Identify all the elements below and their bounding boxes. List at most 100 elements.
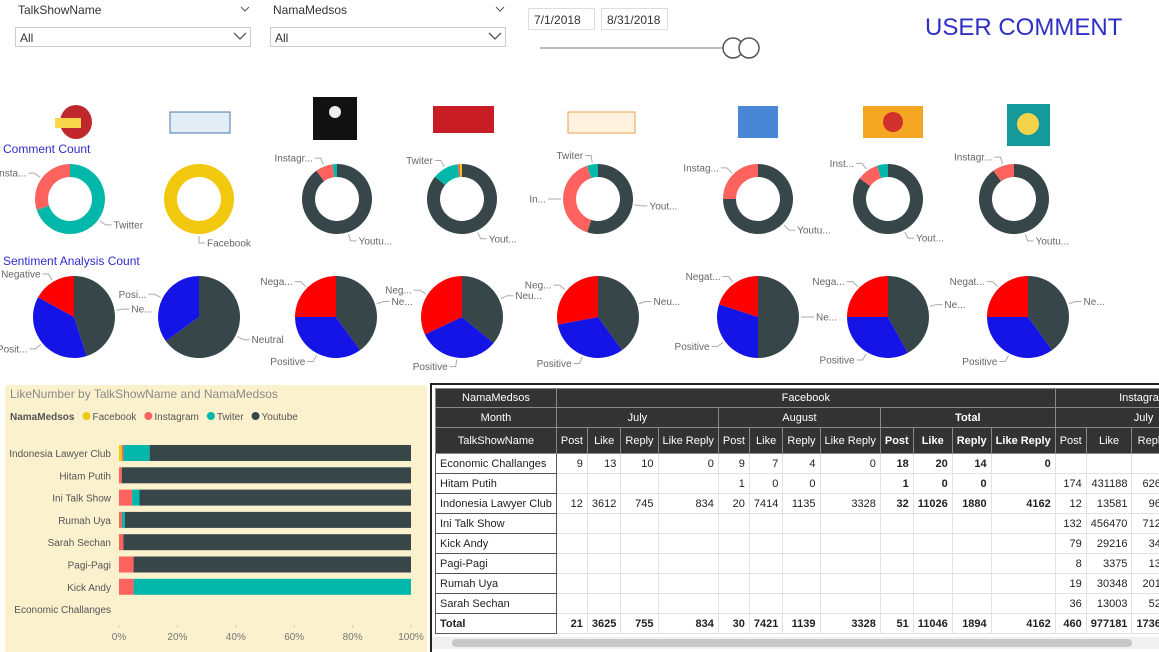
leader-line	[307, 355, 317, 363]
slice	[301, 163, 373, 235]
cell	[879, 533, 914, 554]
cell: 21	[555, 613, 588, 634]
slice	[723, 164, 758, 199]
leader-line	[986, 281, 998, 287]
cell: 174	[1054, 473, 1087, 494]
leader-line	[28, 172, 41, 178]
x-tick-label: 100%	[398, 632, 424, 643]
scrollbar[interactable]	[432, 637, 1159, 649]
slice-label: Ne...	[1084, 297, 1105, 308]
data-row: Indonesia Lawyer Club 12 3612 745 834 20 7414 1…	[435, 493, 1159, 514]
cell	[879, 553, 914, 574]
leader-line	[904, 231, 914, 239]
date-start[interactable]: 7/1/2018	[528, 8, 595, 30]
slice	[36, 164, 106, 235]
leader-line	[846, 281, 858, 287]
legend-label: Facebook	[92, 412, 137, 423]
legend-title: NamaMedsos	[10, 412, 75, 423]
data-row: Kick Andy 7929216347	[435, 533, 1159, 554]
cell	[620, 593, 659, 614]
date-end[interactable]: 8/31/2018	[601, 8, 668, 30]
leader-line	[314, 157, 324, 165]
cell	[782, 513, 821, 534]
cell: 29216	[1085, 533, 1133, 554]
chart-title: LikeNumber by TalkShowName and NamaMedso…	[10, 387, 278, 401]
matrix-table: NamaMedsosFacebookInstagramMonthJulyAugu…	[435, 388, 1159, 634]
cell: 18	[879, 453, 914, 474]
cell	[782, 533, 821, 554]
slice-label: Posit...	[0, 344, 27, 355]
data-row: Ini Talk Show132456470712811	[435, 513, 1159, 534]
measure-header: Reply	[620, 427, 659, 454]
legend-marker	[144, 412, 153, 420]
leader-line	[376, 301, 390, 305]
cell: 8	[1054, 553, 1087, 574]
row-header: Ini Talk Show	[435, 513, 557, 534]
leader-line	[347, 234, 357, 242]
slicer-label: TalkShowName	[18, 3, 102, 17]
logo	[313, 97, 357, 140]
slice-label: Twiter	[556, 151, 583, 162]
slice	[987, 276, 1028, 317]
slice	[723, 164, 794, 235]
cell: 13581	[1085, 493, 1133, 514]
cell: 20	[717, 493, 750, 514]
bar-segment	[123, 445, 150, 461]
media-header: Facebook	[555, 388, 1056, 408]
row-header: Sarah Sechan	[435, 593, 557, 614]
cell: 6261	[1131, 473, 1159, 494]
cell	[951, 513, 992, 534]
row-header: Indonesia Lawyer Club	[435, 493, 557, 514]
slice	[587, 164, 598, 179]
cell: 7421	[748, 613, 784, 634]
cell: 12	[555, 493, 588, 514]
slice	[877, 163, 888, 179]
scrollbar-thumb[interactable]	[452, 639, 1132, 647]
cell	[586, 513, 622, 534]
slice	[33, 297, 87, 358]
slice	[424, 317, 494, 359]
cell: 3625	[586, 613, 622, 634]
leader-line	[783, 224, 796, 231]
legend-marker	[82, 412, 91, 420]
measure-header: Like	[912, 427, 953, 454]
slice	[1028, 276, 1069, 351]
measure-header: Reply	[951, 427, 992, 454]
slicer-dropdown[interactable]: All	[15, 27, 251, 47]
slice	[719, 276, 758, 317]
cell	[717, 573, 750, 594]
bar-segment	[139, 489, 411, 506]
chevron	[240, 6, 250, 12]
slice	[332, 164, 337, 178]
slice-label: Negative	[1, 269, 41, 280]
slicer-dropdown[interactable]: All	[270, 27, 506, 47]
leader-line	[500, 295, 514, 300]
cell	[951, 593, 992, 614]
slice	[435, 164, 460, 185]
header-row: Month July August Total July	[435, 407, 1159, 428]
slice	[158, 276, 199, 342]
slice-label: Neg...	[385, 286, 412, 297]
cell: 32	[879, 493, 914, 514]
legend-label: Youtube	[262, 412, 299, 423]
cell	[912, 553, 953, 574]
category-label: Ini Talk Show	[52, 494, 112, 505]
leader-line	[434, 159, 445, 167]
slice-label: Posi...	[119, 290, 147, 301]
chevron	[488, 32, 502, 40]
bar-segment	[119, 467, 122, 484]
leader-line	[573, 356, 583, 364]
slice	[978, 164, 1050, 235]
slider-handle[interactable]	[738, 37, 760, 59]
bar-segment	[121, 445, 124, 461]
media-header: Instagram	[1054, 388, 1159, 408]
leader-line	[116, 308, 130, 311]
cell: 130	[1131, 553, 1159, 574]
cell	[620, 473, 659, 494]
measure-header: Post	[555, 427, 588, 454]
measure-header: Like	[586, 427, 622, 454]
cell	[819, 513, 881, 534]
row-header: Total	[435, 613, 557, 634]
x-tick-label: 0%	[112, 632, 127, 643]
cell: 9	[717, 453, 750, 474]
